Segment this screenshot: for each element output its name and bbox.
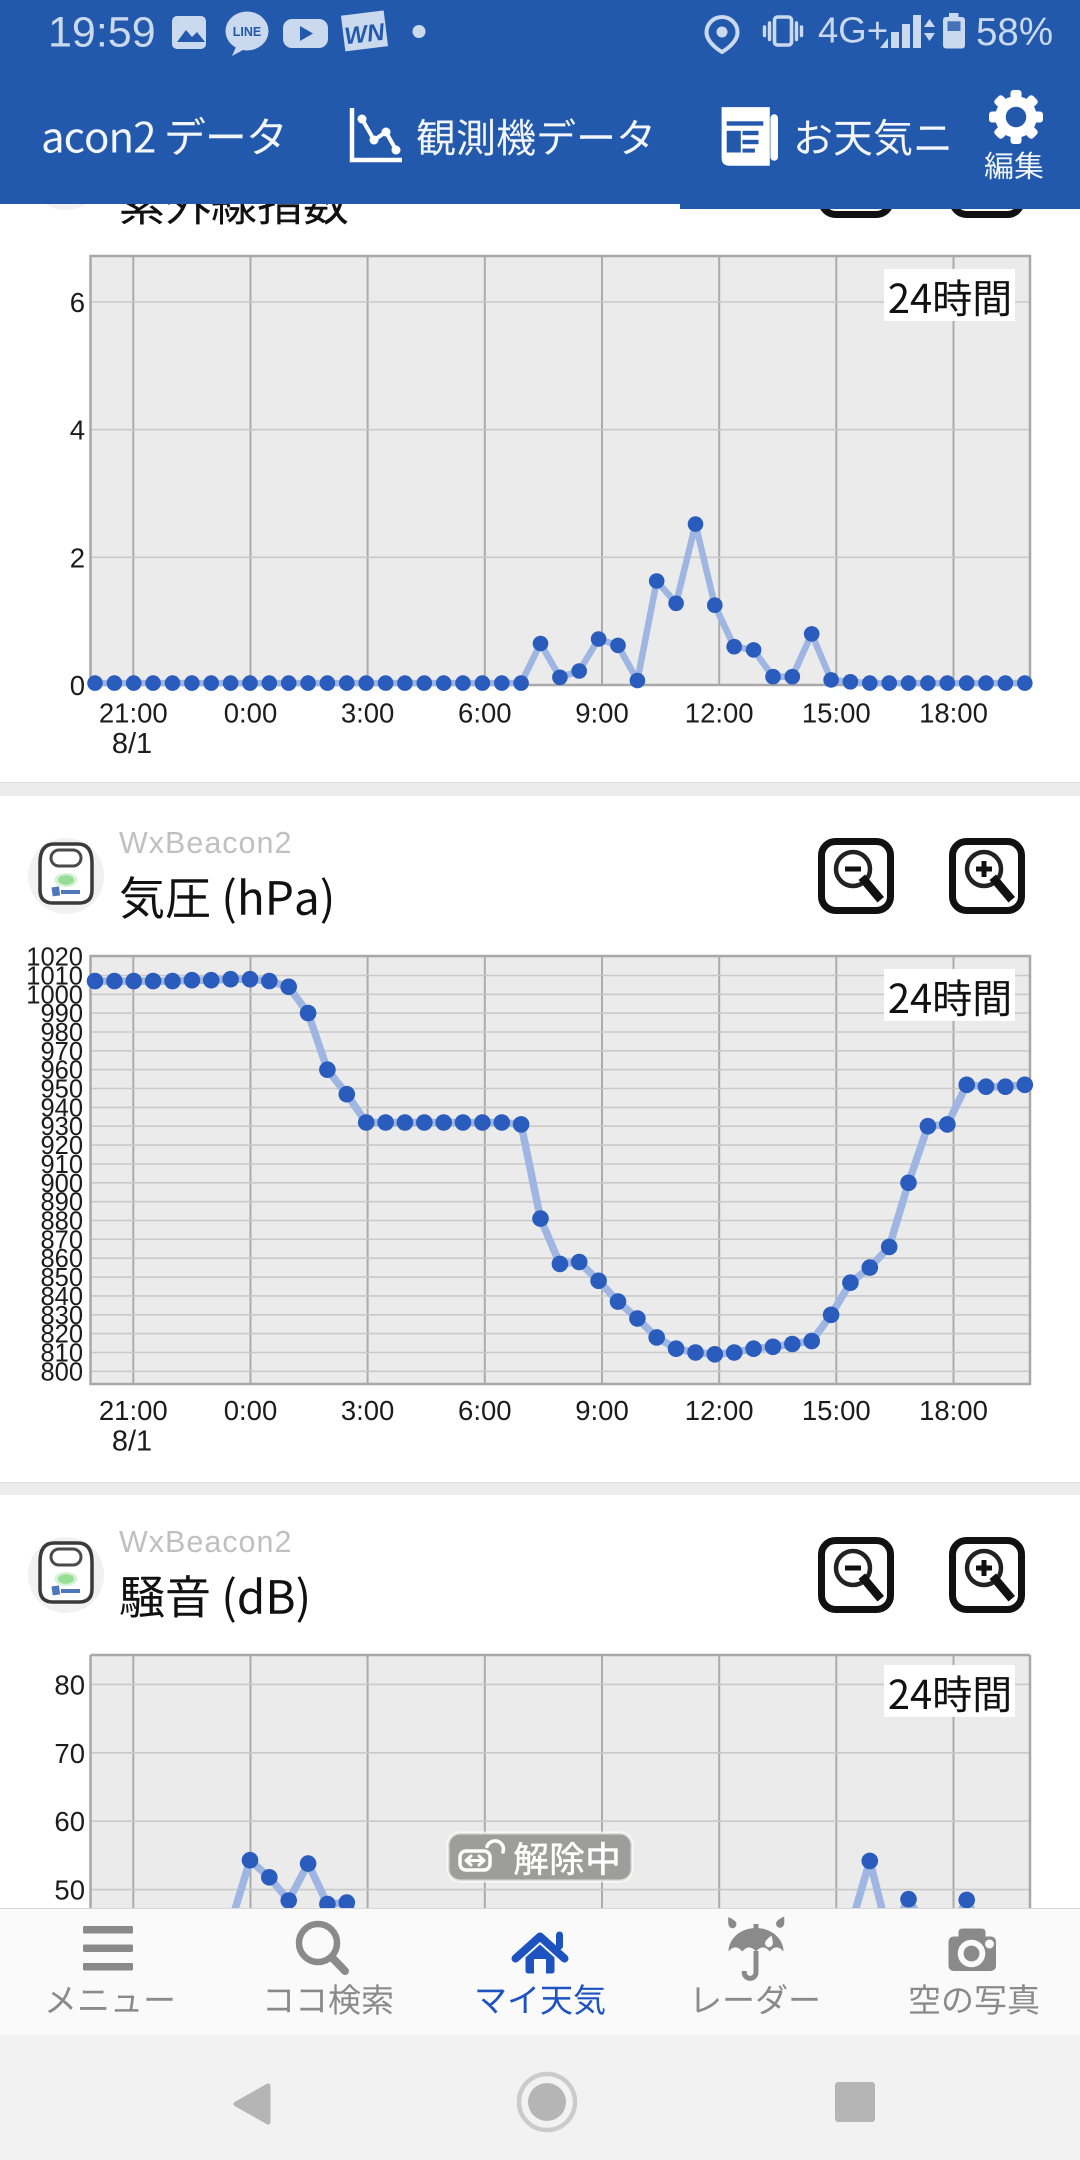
svg-text:1020: 1020 [26, 944, 83, 972]
svg-text:6: 6 [70, 287, 85, 318]
svg-text:12:00: 12:00 [685, 1395, 754, 1426]
svg-text:940: 940 [40, 1094, 83, 1122]
svg-text:980: 980 [40, 1019, 83, 1047]
svg-text:60: 60 [54, 1806, 85, 1837]
svg-text:15:00: 15:00 [802, 698, 871, 729]
svg-text:830: 830 [40, 1302, 83, 1330]
svg-text:880: 880 [40, 1208, 83, 1236]
svg-text:910: 910 [40, 1151, 83, 1179]
svg-text:6:00: 6:00 [458, 698, 512, 729]
svg-text:1000: 1000 [26, 981, 83, 1009]
svg-text:2: 2 [70, 542, 85, 573]
svg-text:900: 900 [40, 1170, 83, 1198]
svg-text:870: 870 [40, 1226, 83, 1254]
svg-text:3:00: 3:00 [341, 1395, 395, 1426]
svg-text:50: 50 [54, 1875, 85, 1906]
svg-text:15:00: 15:00 [802, 1395, 871, 1426]
svg-text:0:00: 0:00 [224, 698, 278, 729]
svg-text:1010: 1010 [26, 963, 83, 991]
svg-text:8/1: 8/1 [112, 728, 152, 760]
svg-text:860: 860 [40, 1245, 83, 1273]
svg-text:840: 840 [40, 1283, 83, 1311]
svg-text:800: 800 [40, 1358, 83, 1386]
svg-text:80: 80 [54, 1669, 85, 1700]
svg-text:990: 990 [40, 1000, 83, 1028]
svg-text:6:00: 6:00 [458, 1395, 512, 1426]
svg-text:810: 810 [40, 1340, 83, 1368]
svg-text:0:00: 0:00 [224, 1395, 278, 1426]
svg-text:12:00: 12:00 [685, 698, 754, 729]
svg-text:3:00: 3:00 [341, 698, 395, 729]
svg-text:70: 70 [54, 1738, 85, 1769]
svg-text:19:59: 19:59 [48, 9, 156, 57]
svg-text:850: 850 [40, 1264, 83, 1292]
svg-text:9:00: 9:00 [575, 698, 629, 729]
svg-text:950: 950 [40, 1076, 83, 1104]
svg-text:9:00: 9:00 [575, 1395, 629, 1426]
svg-text:970: 970 [40, 1038, 83, 1066]
svg-text:LINE: LINE [233, 25, 261, 39]
svg-text:0: 0 [70, 670, 85, 701]
svg-text:18:00: 18:00 [919, 1395, 988, 1426]
svg-text:4G+: 4G+ [818, 10, 888, 51]
svg-text:820: 820 [40, 1321, 83, 1349]
svg-text:58%: 58% [976, 11, 1053, 54]
svg-text:8/1: 8/1 [112, 1426, 152, 1458]
svg-text:960: 960 [40, 1057, 83, 1085]
svg-text:890: 890 [40, 1189, 83, 1217]
svg-text:920: 920 [40, 1132, 83, 1160]
svg-text:WN: WN [343, 19, 387, 51]
svg-text:18:00: 18:00 [919, 698, 988, 729]
svg-text:21:00: 21:00 [99, 698, 168, 729]
svg-text:21:00: 21:00 [99, 1395, 168, 1426]
svg-text:930: 930 [40, 1113, 83, 1141]
svg-text:4: 4 [70, 415, 85, 446]
